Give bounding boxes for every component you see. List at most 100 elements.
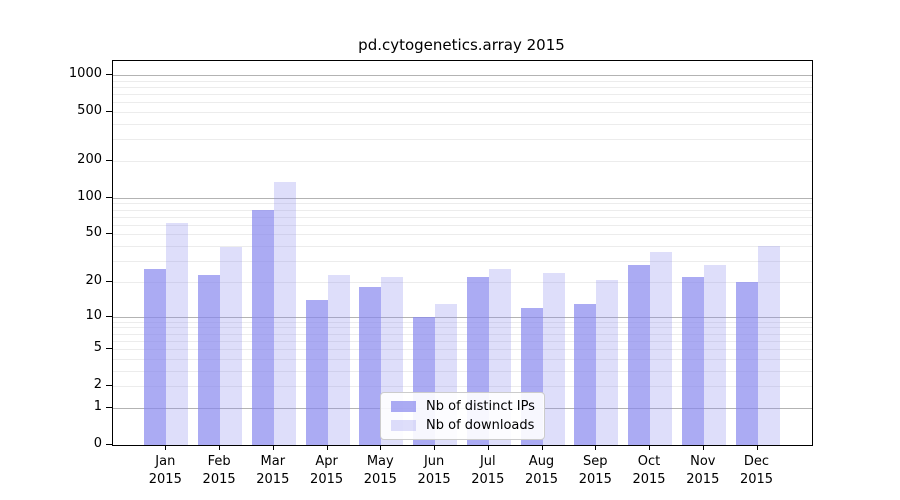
y-tick-mark: [106, 315, 112, 317]
y-tick-mark: [106, 444, 112, 445]
gridline-minor: [113, 246, 812, 248]
y-tick-label: 0: [93, 436, 102, 451]
y-tick-mark: [106, 281, 112, 282]
gridline-minor: [113, 386, 812, 388]
bar-oct-2015-downloads: [650, 251, 672, 445]
gridline-minor: [113, 87, 812, 88]
legend: Nb of distinct IPs Nb of downloads: [380, 392, 545, 440]
x-tick-label-aug: Aug 2015: [524, 454, 559, 487]
bar-feb-2015-downloads: [220, 247, 242, 445]
y-tick-label: 5: [93, 340, 102, 355]
x-tick-mark: [272, 445, 274, 450]
bar-dec-2015-ips: [735, 282, 758, 445]
x-tick-mark: [326, 445, 328, 450]
gridline-minor: [113, 370, 812, 372]
x-tick-mark: [541, 445, 543, 450]
y-tick-label: 500: [77, 103, 102, 119]
legend-label-downloads: Nb of downloads: [426, 418, 535, 433]
bar-feb-2015-ips: [198, 274, 220, 445]
gridline-major: [113, 75, 812, 76]
gridline-minor: [113, 124, 812, 125]
x-tick-mark: [380, 445, 382, 450]
x-tick-mark: [487, 445, 489, 450]
bar-may-2015-ips: [359, 287, 382, 445]
gridline-major: [113, 316, 812, 318]
y-tick-mark: [106, 196, 112, 198]
y-tick-mark: [106, 348, 112, 349]
gridline-minor: [113, 102, 812, 104]
gridline-minor: [113, 94, 812, 96]
x-tick-label-nov: Nov 2015: [686, 454, 720, 487]
gridline-minor: [113, 261, 812, 263]
gridline-minor: [113, 321, 812, 323]
gridline-minor: [113, 234, 812, 236]
legend-swatch-distinct-ips-icon: [391, 401, 416, 412]
gridline-minor: [113, 333, 812, 335]
y-tick-mark: [106, 111, 112, 113]
gridline-minor: [113, 349, 812, 350]
y-tick-mark: [106, 406, 112, 408]
x-tick-label-apr: Apr 2015: [310, 454, 344, 487]
bar-jan-2015-ips: [144, 268, 167, 445]
x-tick-label-mar: Mar 2015: [256, 454, 290, 487]
y-tick-label: 1000: [68, 66, 102, 81]
bar-sep-2015-ips: [574, 303, 597, 445]
x-tick-mark: [702, 445, 704, 450]
gridline-minor: [113, 224, 812, 226]
gridline-minor: [113, 358, 812, 360]
y-tick-label: 50: [85, 225, 102, 241]
y-tick-mark: [106, 385, 112, 387]
x-tick-label-jun: Jun 2015: [417, 454, 451, 487]
gridline-minor: [113, 340, 812, 342]
legend-label-distinct-ips: Nb of distinct IPs: [426, 399, 535, 414]
x-tick-mark: [219, 445, 221, 450]
plot-area: Nb of distinct IPs Nb of downloads: [112, 60, 813, 446]
gridline-minor: [113, 216, 812, 218]
y-tick-label: 100: [77, 188, 102, 204]
y-tick-label: 20: [85, 273, 102, 288]
y-tick-label: 1: [93, 398, 102, 414]
gridline-minor: [113, 282, 812, 283]
x-tick-mark: [165, 445, 167, 450]
gridline-minor: [113, 203, 812, 205]
chart-title: pd.cytogenetics.array 2015: [358, 36, 565, 54]
bar-mar-2015-downloads: [273, 181, 296, 445]
legend-item-downloads: Nb of downloads: [381, 418, 544, 433]
y-tick-label: 2: [93, 377, 102, 393]
x-tick-mark: [595, 445, 597, 450]
x-tick-label-jan: Jan 2015: [148, 454, 182, 487]
y-tick-label: 10: [85, 307, 102, 323]
x-tick-label-dec: Dec 2015: [739, 454, 774, 487]
gridline-major: [113, 197, 812, 199]
y-tick-mark: [106, 160, 112, 161]
bar-nov-2015-ips: [681, 277, 704, 445]
x-tick-label-oct: Oct 2015: [632, 454, 666, 487]
gridline-minor: [113, 80, 812, 82]
gridline-minor: [113, 209, 812, 211]
bar-aug-2015-downloads: [542, 272, 565, 445]
x-tick-label-feb: Feb 2015: [202, 454, 236, 487]
bar-dec-2015-downloads: [757, 246, 780, 445]
bar-mar-2015-ips: [251, 209, 274, 445]
x-tick-label-jul: Jul 2015: [471, 454, 505, 487]
gridline-minor: [113, 327, 812, 329]
x-tick-mark: [434, 445, 436, 450]
y-tick-label: 200: [77, 152, 102, 167]
y-tick-mark: [106, 233, 112, 235]
bar-sep-2015-downloads: [596, 279, 619, 445]
x-tick-label-may: May 2015: [363, 454, 397, 487]
legend-swatch-downloads-icon: [391, 420, 416, 431]
gridline-minor: [113, 161, 812, 162]
legend-item-distinct-ips: Nb of distinct IPs: [381, 399, 544, 414]
bar-apr-2015-downloads: [327, 274, 350, 445]
y-tick-mark: [106, 74, 112, 75]
gridline-minor: [113, 139, 812, 141]
bar-nov-2015-downloads: [703, 264, 726, 445]
x-tick-mark: [649, 445, 650, 450]
x-tick-label-sep: Sep 2015: [578, 454, 612, 487]
bar-oct-2015-ips: [628, 264, 650, 445]
bar-jan-2015-downloads: [166, 223, 189, 445]
x-tick-mark: [756, 445, 758, 450]
gridline-minor: [113, 112, 812, 114]
